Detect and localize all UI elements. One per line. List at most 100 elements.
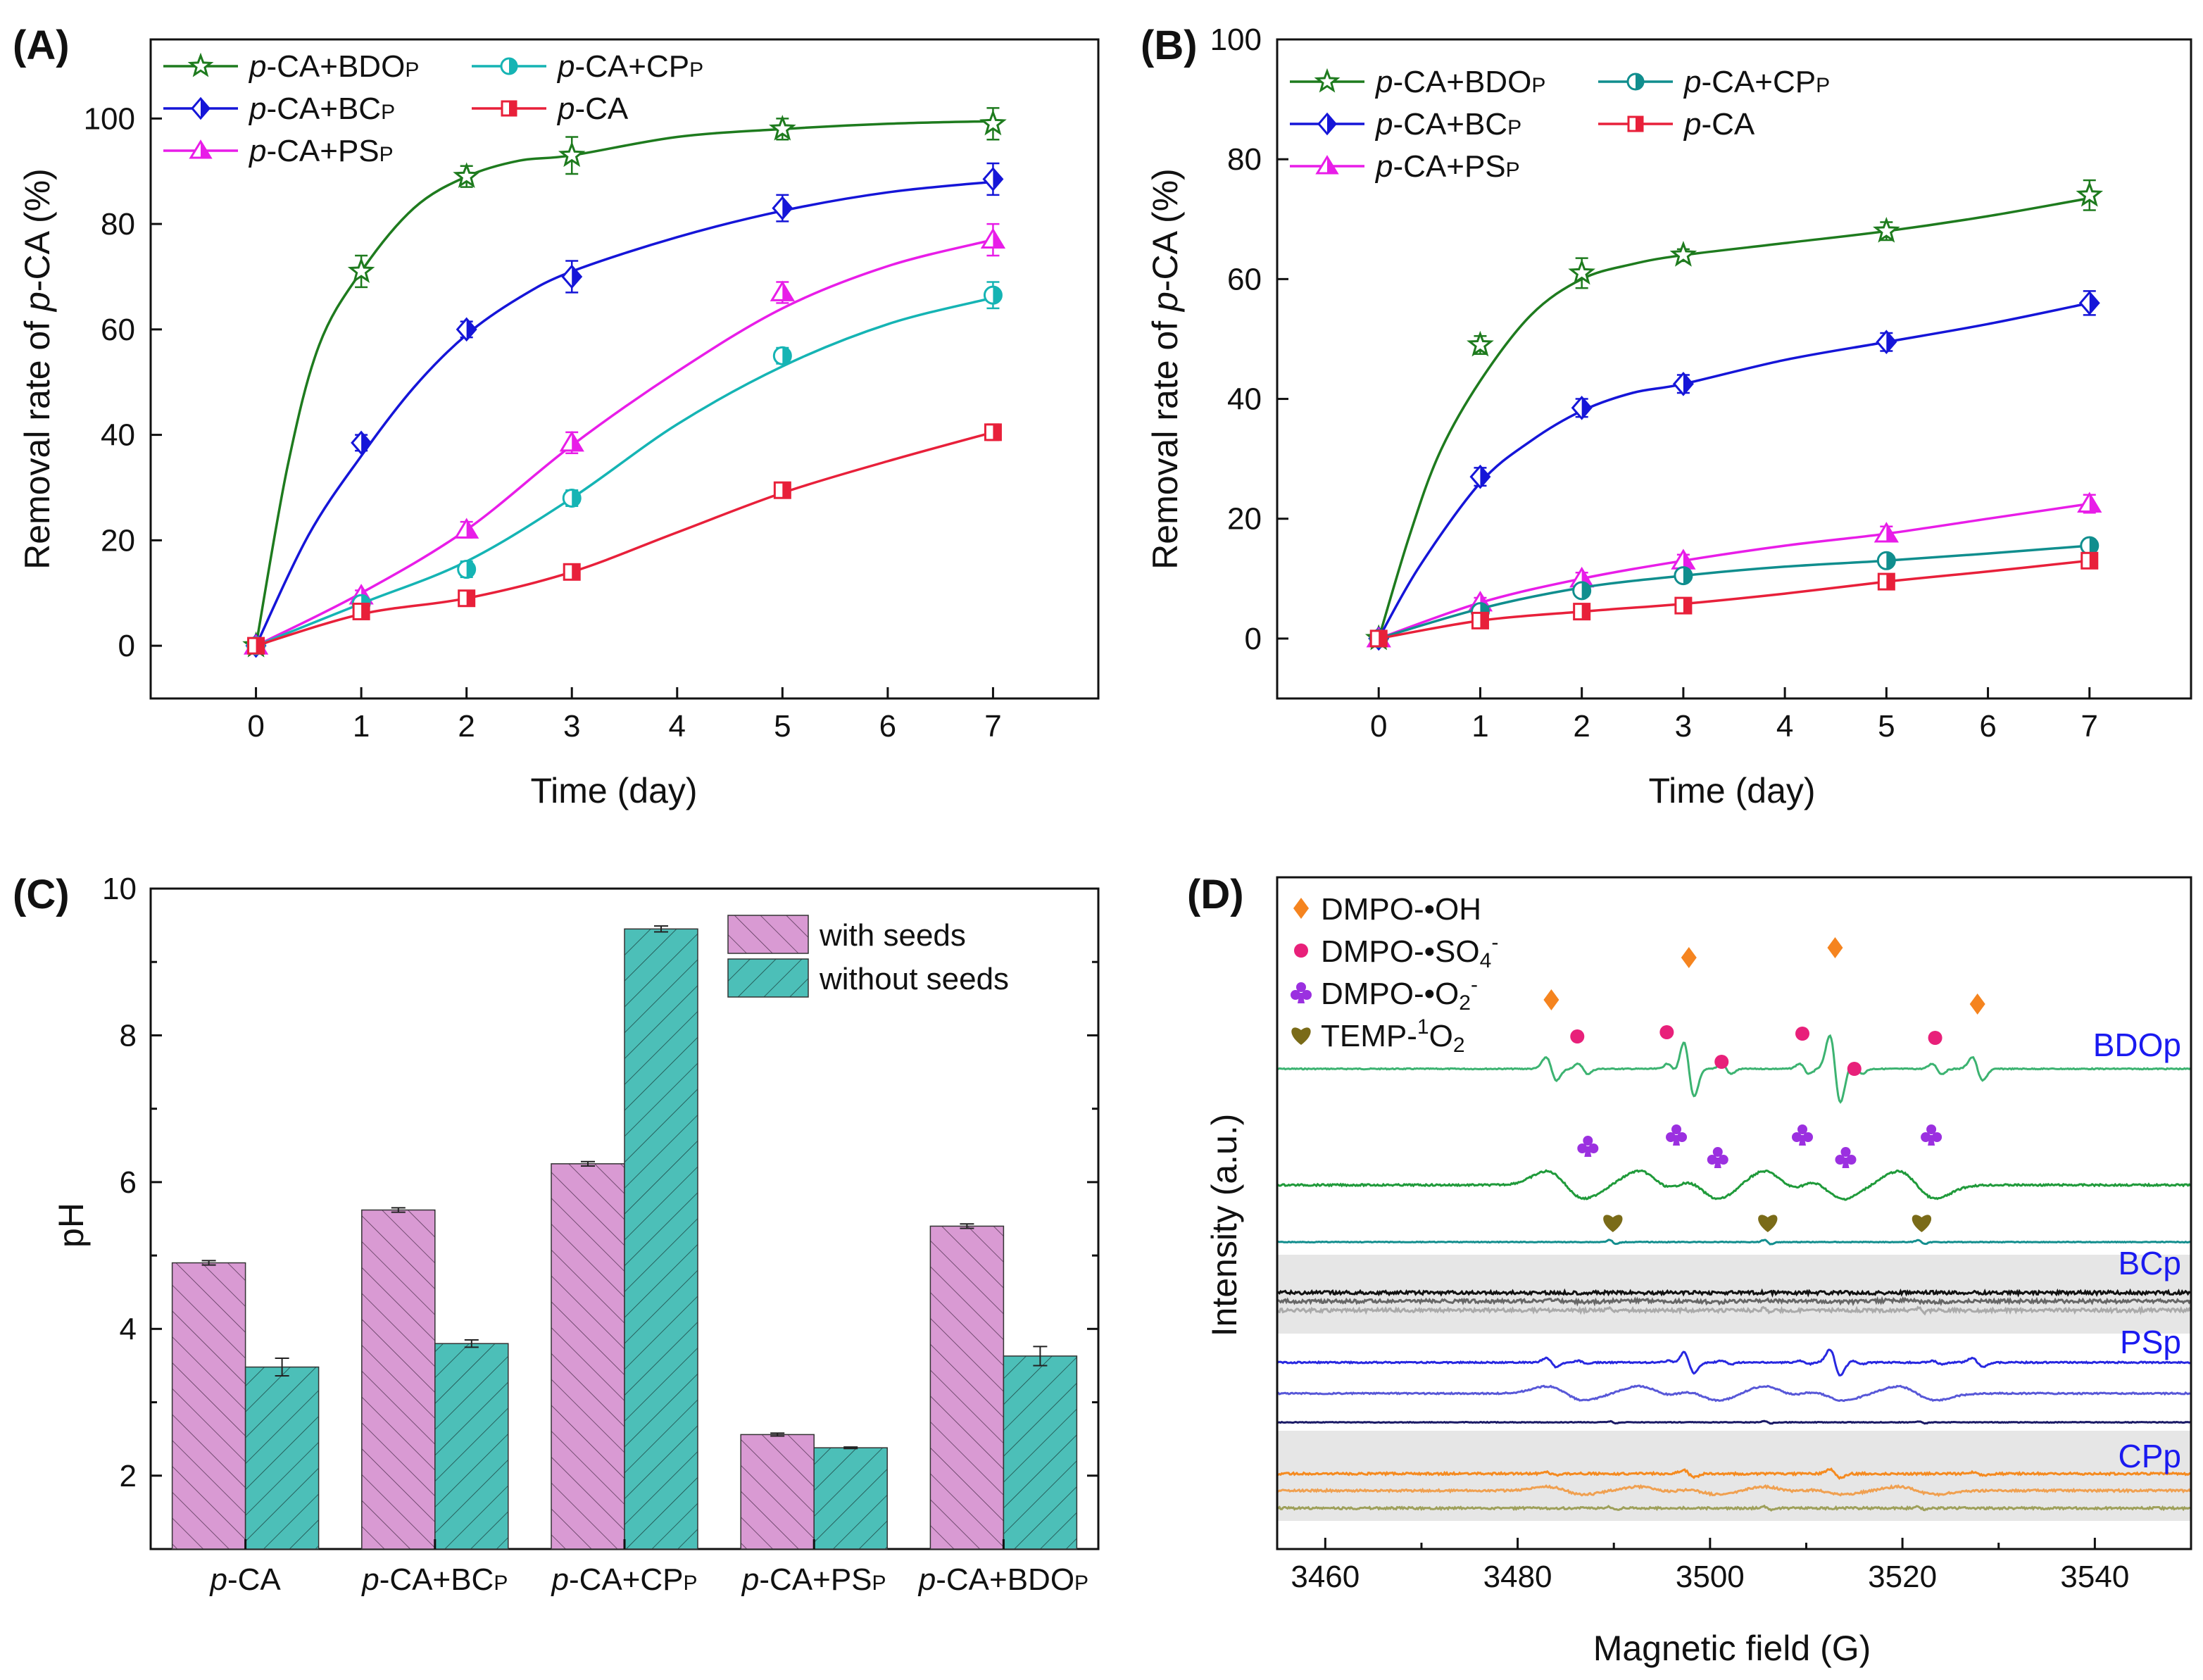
panel-d-label: (D) — [1187, 872, 1244, 917]
data-point — [982, 167, 1004, 192]
data-point — [770, 280, 795, 301]
legend-label: p-CA+BCP — [248, 92, 395, 126]
bar — [929, 1225, 1005, 1550]
fit-curve — [254, 120, 993, 646]
legend-entry: p-CA+BCP — [163, 92, 395, 126]
panel-b-x-axis-title: Time (day) — [1648, 771, 1815, 810]
series-circle — [246, 281, 1003, 656]
x-category-label: p-CA+BCP — [360, 1562, 508, 1597]
fit-curve — [1378, 544, 2090, 640]
legend-marker — [187, 52, 214, 77]
data-point — [1672, 371, 1694, 396]
x-tick-label: 4 — [669, 709, 686, 744]
so4-peak-marker — [1795, 1027, 1810, 1041]
legend-label: DMPO-•O2- — [1321, 973, 1478, 1015]
panel-a-label: (A) — [13, 23, 70, 68]
panel-b-x-axis: 0 1 2 3 4 5 6 7 — [1370, 687, 2098, 744]
y-tick-label: 0 — [118, 629, 135, 663]
y-tick-label: 80 — [1227, 142, 1262, 177]
singlet-oxygen-peak-marker — [1758, 1215, 1778, 1232]
legend-label: TEMP-1O2 — [1321, 1015, 1465, 1057]
x-tick-label: 3 — [563, 709, 580, 744]
panel-c-x-axis: p-CA p-CA+BCP p-CA+CPP p-CA+PSP p-CA+BDOP — [208, 1539, 1088, 1597]
sample-group-label: BDOp — [2093, 1027, 2181, 1063]
bar — [1003, 1355, 1078, 1550]
so4-peak-marker — [1847, 1062, 1862, 1076]
x-tick-label: 0 — [247, 709, 264, 744]
data-point — [351, 430, 372, 456]
y-tick-label: 20 — [1227, 502, 1262, 537]
o2-peak-marker — [1666, 1124, 1688, 1146]
sample-group-label: PSp — [2120, 1324, 2181, 1360]
error-bar — [1033, 1346, 1048, 1367]
legend-marker — [191, 96, 211, 120]
oh-peak-marker — [1969, 993, 1985, 1015]
y-tick-label: 6 — [120, 1165, 137, 1200]
so4-peak-marker — [1928, 1031, 1942, 1045]
data-point — [558, 141, 586, 168]
panel-c-legend: with seeds without seeds — [727, 915, 1009, 998]
y-tick-label: 100 — [1210, 23, 1262, 57]
series-star — [242, 107, 1007, 658]
spectrum-psp-singlet — [1276, 1419, 2191, 1425]
x-tick-label: 1 — [353, 709, 370, 744]
data-point — [2080, 551, 2099, 570]
data-point — [2076, 180, 2104, 207]
o2-peak-marker — [1577, 1136, 1599, 1157]
bar — [171, 1262, 246, 1550]
data-point — [772, 346, 792, 365]
legend-symbol — [1294, 944, 1308, 958]
data-point — [559, 430, 584, 452]
panel-b: (B) 0 1 2 3 4 5 6 7 0 20 40 60 80 100 Time (day) Rem… — [1141, 23, 2192, 810]
data-point — [984, 423, 1002, 441]
data-point — [453, 162, 480, 189]
bar — [740, 1434, 815, 1550]
spectrum-cpp-oh — [1276, 1467, 2191, 1480]
x-tick-label: 3480 — [1483, 1560, 1552, 1594]
panel-a-x-axis-title: Time (day) — [530, 771, 697, 810]
legend-marker — [1627, 115, 1644, 132]
legend-entry: DMPO-•SO4- — [1294, 931, 1498, 972]
x-tick-label: 4 — [1776, 709, 1793, 744]
fit-curve — [256, 431, 993, 647]
legend-entry: p-CA+PSP — [1290, 149, 1520, 184]
series-star — [1364, 179, 2104, 651]
legend-marker — [501, 100, 517, 117]
error-bar — [201, 1260, 216, 1266]
error-bar — [275, 1358, 289, 1377]
legend-label: p-CA — [1683, 107, 1755, 142]
legend-entry: p-CA — [1598, 107, 1755, 142]
data-point — [247, 637, 265, 655]
spectrum-psp-o2 — [1276, 1384, 2191, 1403]
panel-c-y-axis: 2 4 6 8 10 — [102, 872, 1098, 1493]
data-point — [2080, 536, 2100, 556]
legend-symbol — [1293, 898, 1309, 919]
legend-label: p-CA+BDOP — [248, 49, 419, 84]
panel-d: (D) BDOp BCp PSp CPp 3460 3480 3500 3520 3540 M… — [1187, 872, 2192, 1668]
legend-symbol — [1291, 1027, 1311, 1045]
sample-group-label: CPp — [2119, 1438, 2181, 1474]
singlet-oxygen-peak-marker — [1603, 1215, 1623, 1232]
legend-swatch — [727, 958, 809, 998]
oh-peak-marker — [1681, 947, 1697, 968]
legend-label: p-CA — [556, 92, 629, 126]
so4-peak-marker — [1570, 1029, 1585, 1043]
data-point — [2078, 291, 2100, 315]
data-point — [1573, 603, 1591, 621]
data-point — [454, 518, 479, 539]
y-tick-label: 80 — [101, 207, 135, 242]
legend-symbol — [1291, 982, 1312, 1003]
x-tick-label: 2 — [458, 709, 475, 744]
spectrum-psp-oh — [1276, 1348, 2191, 1377]
data-point — [1674, 566, 1693, 586]
legend-entry: p-CA — [472, 92, 629, 126]
x-category-label: p-CA+CPP — [550, 1562, 697, 1597]
spectrum-cpp-singlet — [1276, 1504, 2191, 1512]
x-tick-label: 0 — [1370, 709, 1387, 744]
spectrum-bdop-oh — [1276, 1034, 2191, 1104]
y-tick-label: 60 — [1227, 262, 1262, 296]
band-bcp — [1277, 1255, 2191, 1334]
data-point — [769, 115, 796, 141]
bar — [434, 1343, 509, 1550]
data-point — [1876, 551, 1896, 570]
